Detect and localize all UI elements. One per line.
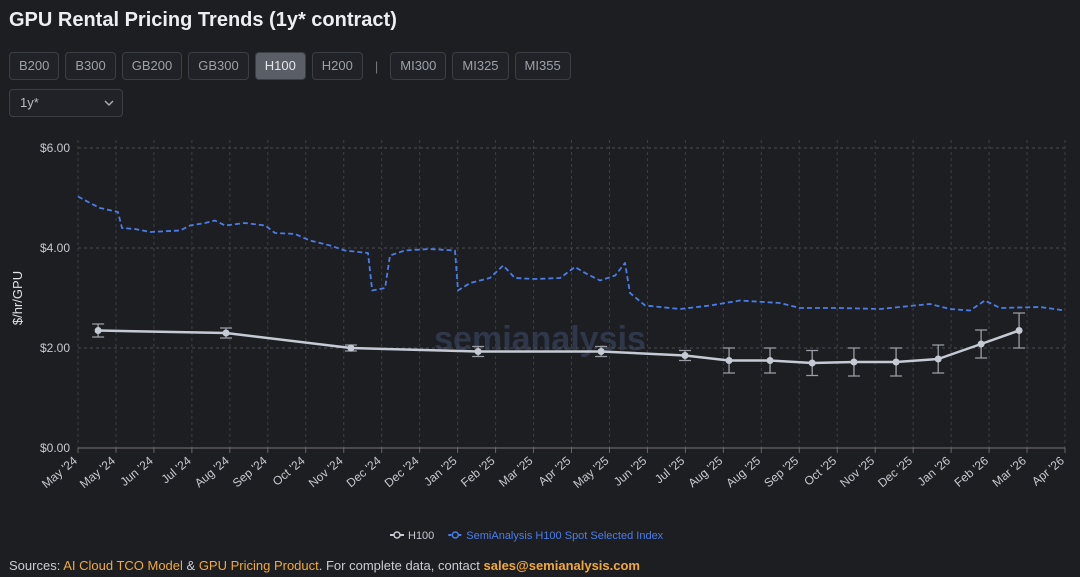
gpu-button[interactable]: B300 <box>65 52 116 80</box>
gpu-button[interactable]: MI300 <box>390 52 447 80</box>
data-point <box>597 348 605 355</box>
data-point <box>766 357 774 364</box>
gpu-button[interactable]: GB200 <box>121 52 183 80</box>
y-tick-label: $0.00 <box>40 441 70 455</box>
data-point <box>474 348 482 355</box>
x-tick-label: Dec '25 <box>875 453 915 490</box>
data-point <box>892 358 900 366</box>
y-tick-label: $2.00 <box>40 341 70 355</box>
x-tick-label: May '24 <box>39 453 80 491</box>
legend-marker <box>451 531 460 539</box>
x-tick-label: Jun '25 <box>611 453 650 489</box>
x-tick-label: Apr '26 <box>1029 453 1067 488</box>
data-point <box>725 357 733 364</box>
series-line <box>77 195 1066 312</box>
page-title: GPU Rental Pricing Trends (1y* contract) <box>9 9 397 31</box>
series-line <box>98 329 1020 365</box>
x-tick-label: Feb '25 <box>458 453 498 489</box>
gpu-button[interactable]: B200 <box>9 52 60 80</box>
data-point <box>808 359 816 367</box>
gpu-button[interactable]: H100 <box>254 52 306 80</box>
dropdown-arrow <box>104 100 114 107</box>
gpu-button[interactable]: GB300 <box>188 52 249 80</box>
x-tick-label: Dec '24 <box>344 453 384 490</box>
x-tick-label: Feb '26 <box>952 453 992 489</box>
x-tick-label: Dec '24 <box>382 453 422 490</box>
y-tick-label: $6.00 <box>40 141 70 155</box>
data-point <box>934 355 942 363</box>
x-tick-label: Mar '26 <box>990 453 1030 489</box>
data-point <box>222 329 230 337</box>
data-point <box>977 340 985 348</box>
footer-link[interactable]: AI Cloud TCO Model <box>63 558 183 573</box>
x-tick-label: Oct '25 <box>801 453 839 488</box>
x-tick-label: Jul '25 <box>652 453 688 486</box>
x-tick-label: May '25 <box>570 453 611 491</box>
data-point <box>347 344 355 352</box>
x-tick-label: Aug '25 <box>685 453 725 490</box>
x-tick-label: Jul '24 <box>159 453 195 486</box>
x-tick-label: Aug '24 <box>192 453 232 490</box>
legend-label: H100 <box>408 530 434 542</box>
data-point <box>850 358 858 366</box>
gpu-buttons: B200 B300 GB200 GB300 H100 H200 | MI300 MI325 MI3… <box>9 52 571 80</box>
gpu-button[interactable]: MI325 <box>452 52 509 80</box>
separator: | <box>374 58 379 74</box>
x-tick-label: Nov '24 <box>306 453 346 490</box>
x-tick-label: Mar '25 <box>496 453 536 489</box>
gpu-button[interactable]: H200 <box>311 52 363 80</box>
legend-marker <box>393 531 401 539</box>
x-tick-label: Nov '25 <box>837 453 877 490</box>
footer-link[interactable]: GPU Pricing Product <box>198 558 319 573</box>
data-point <box>1015 327 1023 334</box>
x-tick-label: May '24 <box>77 453 118 491</box>
dropdown-value: 1y* <box>20 95 39 110</box>
x-tick-label: Aug '25 <box>723 453 763 490</box>
data-point <box>681 352 689 359</box>
x-tick-label: Sep '25 <box>761 453 801 490</box>
x-tick-label: Oct '24 <box>270 453 308 488</box>
footer-link[interactable]: sales@semianalysis.com <box>483 558 641 573</box>
footer-text: & <box>182 558 199 573</box>
contract-dropdown[interactable]: 1y* <box>9 89 123 117</box>
data-point <box>94 327 102 334</box>
y-axis-label: $/hr/GPU <box>10 271 25 325</box>
legend-label: SemiAnalysis H100 Spot Selected Index <box>466 530 663 542</box>
x-tick-label: Jan '25 <box>421 453 460 489</box>
x-tick-label: Jan '26 <box>915 453 954 489</box>
gpu-button[interactable]: MI355 <box>514 52 571 80</box>
x-tick-label: Jun '24 <box>117 453 156 489</box>
sources: Sources: AI Cloud TCO Model & GPU Pricin… <box>9 558 640 573</box>
footer-text: . For complete data, contact <box>318 558 484 573</box>
x-tick-label: Apr '25 <box>536 453 574 488</box>
x-tick-label: Sep '24 <box>230 453 270 490</box>
y-tick-label: $4.00 <box>40 241 70 255</box>
footer-text: Sources: <box>9 558 64 573</box>
